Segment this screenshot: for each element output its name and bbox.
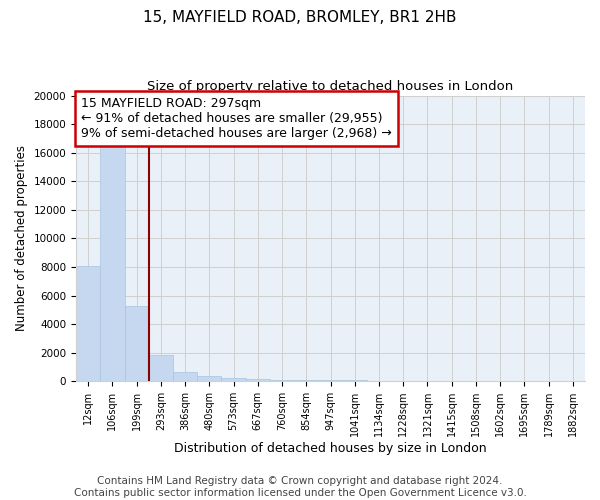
X-axis label: Distribution of detached houses by size in London: Distribution of detached houses by size …	[174, 442, 487, 455]
Bar	[197, 376, 221, 381]
Bar	[367, 380, 391, 381]
Bar	[319, 380, 343, 381]
Text: 15, MAYFIELD ROAD, BROMLEY, BR1 2HB: 15, MAYFIELD ROAD, BROMLEY, BR1 2HB	[143, 10, 457, 25]
Y-axis label: Number of detached properties: Number of detached properties	[15, 146, 28, 332]
Bar	[391, 380, 415, 381]
Bar	[245, 379, 270, 381]
Bar	[343, 380, 367, 381]
Bar	[149, 355, 173, 381]
Bar	[221, 378, 245, 381]
Bar	[125, 306, 149, 381]
Text: 15 MAYFIELD ROAD: 297sqm
← 91% of detached houses are smaller (29,955)
9% of sem: 15 MAYFIELD ROAD: 297sqm ← 91% of detach…	[81, 97, 392, 140]
Bar	[76, 266, 100, 381]
Bar	[294, 380, 319, 381]
Bar	[100, 144, 125, 381]
Bar	[173, 372, 197, 381]
Bar	[270, 380, 294, 381]
Title: Size of property relative to detached houses in London: Size of property relative to detached ho…	[148, 80, 514, 93]
Text: Contains HM Land Registry data © Crown copyright and database right 2024.
Contai: Contains HM Land Registry data © Crown c…	[74, 476, 526, 498]
